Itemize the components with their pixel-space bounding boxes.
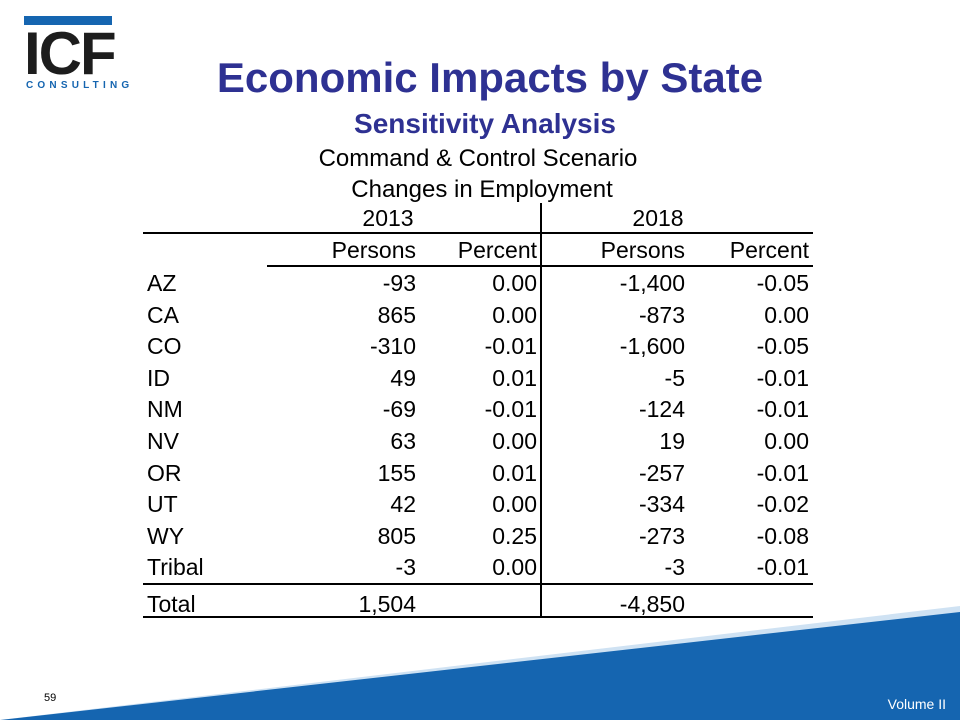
row-state-label: UT xyxy=(147,491,178,517)
table-cell: 865 xyxy=(378,302,416,328)
row-state-label: CA xyxy=(147,302,180,328)
table-cell: -0.08 xyxy=(757,523,809,549)
logo-sub-text: CONSULTING xyxy=(26,80,134,91)
table-cell: -310 xyxy=(370,333,416,359)
table-cell: 0.01 xyxy=(492,365,537,391)
table-cell: 155 xyxy=(378,460,416,486)
table-subtitle: Changes in Employment xyxy=(351,176,613,203)
table-cell: 63 xyxy=(390,428,416,454)
page-title: Economic Impacts by State xyxy=(216,54,764,101)
row-state-label: OR xyxy=(147,460,182,486)
table-cell: -0.01 xyxy=(757,396,809,422)
total-label: Total xyxy=(147,591,196,617)
table-cell: 0.00 xyxy=(492,302,537,328)
column-header: Persons xyxy=(332,237,416,263)
table-cell: -124 xyxy=(639,396,685,422)
table-cell: -873 xyxy=(639,302,685,328)
table-cell: -93 xyxy=(383,270,416,296)
table-cell: -0.01 xyxy=(757,554,809,580)
column-header: Percent xyxy=(458,237,538,263)
footer-band-dark xyxy=(0,612,960,720)
table-cell: 0.00 xyxy=(492,554,537,580)
table-cell: 0.00 xyxy=(764,302,809,328)
table-cell: 42 xyxy=(390,491,416,517)
table-cell: -273 xyxy=(639,523,685,549)
table-cell: 0.00 xyxy=(492,270,537,296)
row-state-label: NM xyxy=(147,396,183,422)
column-header: Percent xyxy=(730,237,810,263)
logo-main-text: ICF xyxy=(24,20,117,87)
table-cell: 0.00 xyxy=(492,491,537,517)
table-cell: -1,600 xyxy=(620,333,685,359)
table-cell: 0.01 xyxy=(492,460,537,486)
row-state-label: WY xyxy=(147,523,184,549)
table-cell: 0.00 xyxy=(492,428,537,454)
table-cell: -3 xyxy=(396,554,416,580)
table-cell: 0.00 xyxy=(764,428,809,454)
table-cell: -0.01 xyxy=(485,333,537,359)
table-cell: -3 xyxy=(665,554,685,580)
logo-accent-bar xyxy=(24,16,112,25)
year-header-2013: 2013 xyxy=(362,205,413,231)
total-cell: 1,504 xyxy=(358,591,416,617)
row-state-label: AZ xyxy=(147,270,176,296)
row-state-label: Tribal xyxy=(147,554,204,580)
volume-label: Volume II xyxy=(887,696,946,712)
table-cell: 805 xyxy=(378,523,416,549)
table-cell: -69 xyxy=(383,396,416,422)
table-cell: -1,400 xyxy=(620,270,685,296)
total-cell: -4,850 xyxy=(620,591,685,617)
icf-logo: ICF CONSULTING xyxy=(24,14,134,94)
table-cell: -0.01 xyxy=(757,365,809,391)
table-cell: -257 xyxy=(639,460,685,486)
page-subtitle: Sensitivity Analysis xyxy=(354,108,616,139)
page-number: 59 xyxy=(44,692,57,704)
table-cell: -334 xyxy=(639,491,685,517)
table-cell: -0.02 xyxy=(757,491,809,517)
table-cell: -0.01 xyxy=(757,460,809,486)
row-state-label: ID xyxy=(147,365,170,391)
table-cell: -0.05 xyxy=(757,333,809,359)
table-cell: -0.05 xyxy=(757,270,809,296)
table-cell: 19 xyxy=(659,428,685,454)
table-cell: -0.01 xyxy=(485,396,537,422)
table-title: Command & Control Scenario xyxy=(318,145,638,172)
row-state-label: CO xyxy=(147,333,182,359)
table-cell: -5 xyxy=(665,365,685,391)
footer-band-light xyxy=(0,606,960,720)
year-header-2018: 2018 xyxy=(632,205,683,231)
row-state-label: NV xyxy=(147,428,180,454)
table-cell: 0.25 xyxy=(492,523,537,549)
column-header: Persons xyxy=(601,237,685,263)
table-cell: 49 xyxy=(390,365,416,391)
